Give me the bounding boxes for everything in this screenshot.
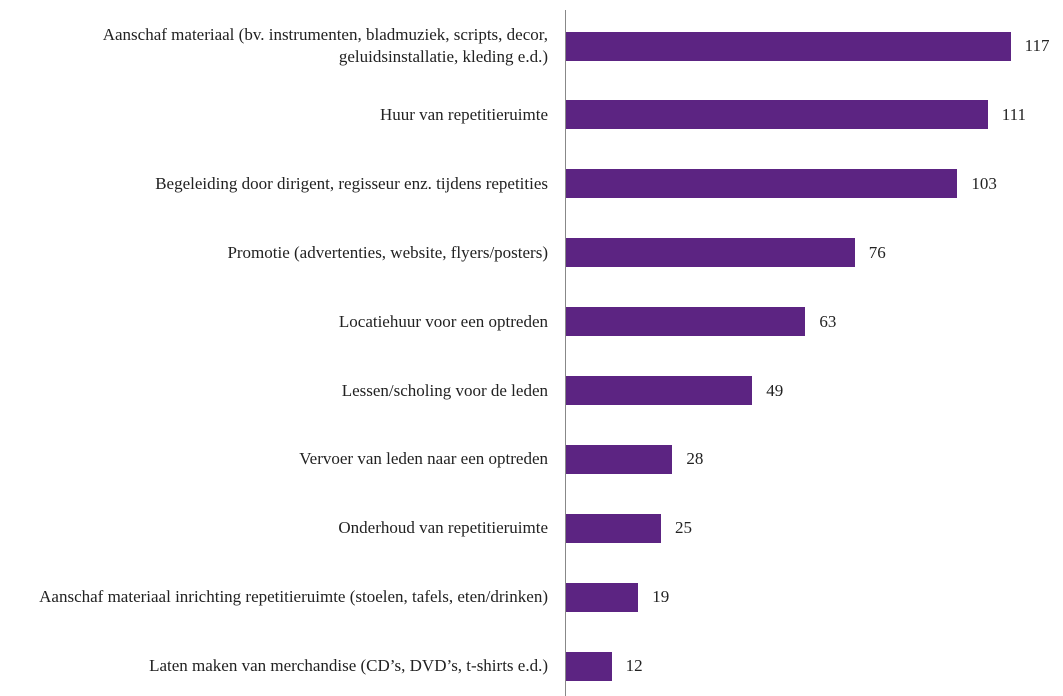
bar (566, 31, 1011, 61)
bar (566, 169, 958, 199)
bar (566, 376, 753, 405)
bar (566, 100, 988, 130)
category-label: Begeleiding door dirigent, regisseur enz… (155, 173, 548, 193)
data-label: 103 (971, 173, 997, 193)
bar (566, 444, 673, 474)
data-label: 63 (819, 311, 837, 331)
bar (566, 307, 806, 337)
category-label: Promotie (advertenties, website, flyers/… (227, 242, 548, 262)
data-label: 28 (686, 449, 704, 469)
bar (566, 513, 661, 543)
axis-line (565, 10, 566, 696)
data-label: 117 (1024, 36, 1050, 55)
category-label: Vervoer van leden naar een optreden (299, 449, 548, 469)
data-label: 12 (625, 656, 643, 676)
data-label: 76 (868, 242, 886, 262)
category-label: Aanschaf materiaal (bv. instrumenten, bl… (102, 25, 548, 66)
category-label: Locatiehuur voor een optreden (338, 311, 548, 331)
category-label: Laten maken van merchandise (CD’s, DVD’s… (149, 656, 548, 676)
category-label: Aanschaf materiaal inrichting repetitier… (39, 587, 548, 607)
data-label: 25 (675, 518, 692, 538)
data-label: 49 (766, 380, 784, 400)
bar (566, 582, 639, 612)
data-label: 111 (1001, 104, 1027, 124)
category-label: Onderhoud van repetitieruimte (338, 518, 548, 538)
category-label: Lessen/scholing voor de leden (341, 380, 548, 400)
bar (566, 238, 855, 268)
data-label: 19 (652, 587, 670, 607)
bar (566, 651, 612, 681)
category-label: Huur van repetitieruimte (379, 104, 548, 124)
